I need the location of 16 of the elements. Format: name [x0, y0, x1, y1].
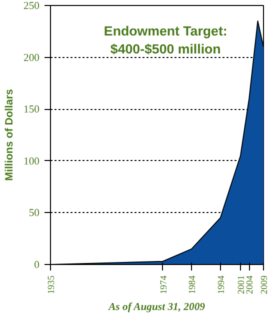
y-tick-label: 50 [28, 208, 40, 220]
x-axis-title: As of August 31, 2009 [108, 302, 206, 314]
y-tick-label: 100 [24, 156, 40, 168]
x-tick-label: 1974 [159, 275, 170, 294]
text: Endowment Target: $400-$500 million [104, 24, 228, 57]
y-tick-label: 150 [24, 104, 40, 116]
x-tick-label: 1994 [216, 275, 227, 294]
y-tick-label: 0 [34, 260, 40, 271]
x-tick-label: 2009 [260, 275, 270, 294]
y-tick-label: 250 [24, 1, 40, 12]
x-tick-label: 1984 [188, 275, 198, 294]
x-tick-label: 2001 [236, 275, 247, 294]
y-tick-label: 200 [24, 52, 40, 64]
x-tick-label: 2004 [246, 275, 256, 294]
y-axis-title: Millions of Dollars [4, 89, 16, 181]
x-tick-label: 1935 [47, 275, 57, 294]
